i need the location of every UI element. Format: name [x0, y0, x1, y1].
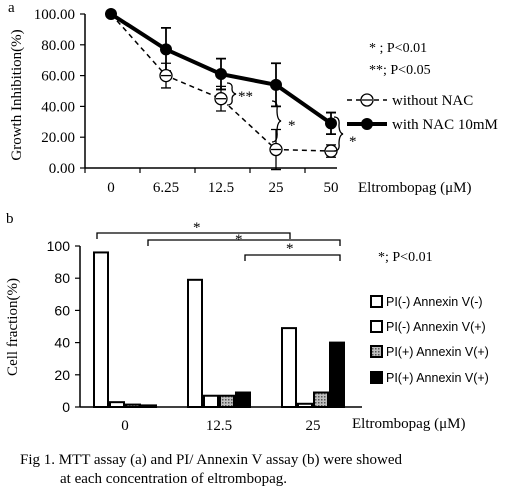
swatch-small-open [370, 320, 383, 333]
annotation-star-50: * [349, 134, 357, 150]
swatch-hatched [370, 345, 383, 358]
panel-b-y-tick-label: 20 [54, 367, 70, 383]
legend-item-pi-pos-annexin-pos-solid: PI(+) Annexin V(+) [370, 371, 489, 385]
panel-b-significance-brackets [96, 232, 341, 261]
bar-series-2-cat-0 [125, 403, 141, 408]
panel-a-y-tick-label: 40.00 [41, 99, 75, 115]
series-line-without-nac [110, 13, 332, 152]
panel-b-y-tick-label: 80 [54, 270, 70, 286]
legend-item-without-nac: without NAC [347, 93, 473, 109]
legend-item-pi-pos-annexin-pos-hatched: PI(+) Annexin V(+) [370, 345, 489, 359]
data-point-with-nac [325, 117, 337, 130]
panel-a-x-axis-label: Eltrombopag (μM) [358, 180, 471, 196]
bar-series-3-cat-2 [329, 341, 345, 409]
panel-b-legend: PI(-) Annexin V(-) PI(-) Annexin V(+) PI… [370, 295, 489, 385]
panel-a-y-tick-label: 20.00 [41, 130, 75, 146]
legend-label-pi-pos-annexin-pos-solid: PI(+) Annexin V(+) [386, 371, 489, 385]
panel-b-x-axis-label: Eltrombopag (μM) [352, 416, 465, 432]
panel-b-y-tick-label: 40 [54, 335, 70, 351]
caption-line-1: Fig 1. MTT assay (a) and PI/ Annexin V a… [20, 452, 403, 468]
panel-a-label: a [8, 0, 15, 16]
legend-label-pi-pos-annexin-pos-hatched: PI(+) Annexin V(+) [386, 345, 489, 359]
panel-b-x-tick-label: 0 [121, 418, 129, 434]
bar-series-1-cat-1 [203, 394, 219, 409]
data-point-with-nac [160, 43, 172, 56]
panel-a-line-chart: a Growth Inhibition(%) 0.00 20.00 40.00 60.… [8, 0, 498, 196]
bracket-0-vs-25-upper [96, 232, 291, 239]
panel-a-sig-legend-1: * ; P<0.01 [369, 41, 427, 56]
legend-label-pi-neg-annexin-pos: PI(-) Annexin V(+) [386, 320, 486, 334]
data-point-with-nac [105, 8, 117, 20]
panel-a-y-tick-label: 0.00 [49, 161, 75, 177]
bar-series-2-cat-1 [219, 394, 235, 409]
panel-a-x-tick-label: 0 [107, 180, 115, 196]
bar-series-2-cat-2 [313, 391, 329, 409]
bar-series-1-cat-0 [109, 401, 125, 409]
swatch-solid [370, 371, 383, 384]
panel-a-y-tick-label: 60.00 [41, 69, 75, 85]
bracket-12-5 [226, 82, 237, 106]
bar-series-1-cat-2 [297, 402, 313, 408]
annotation-double-star: ** [238, 89, 253, 105]
panel-b-y-tick-label: 100 [47, 238, 71, 254]
bar-series-0-cat-0 [93, 251, 109, 408]
panel-a-y-axis-label: Growth Inhibition(%) [9, 29, 25, 160]
panel-a-x-tick-label: 12.5 [208, 180, 234, 196]
data-point-with-nac [215, 68, 227, 81]
panel-b-y-tick-label: 0 [62, 399, 70, 415]
annotation-star-25: * [288, 118, 296, 134]
legend-label-with-nac: with NAC 10mM [392, 117, 498, 133]
bracket-25 [271, 100, 282, 143]
bracket-50 [333, 116, 344, 152]
bar-series-3-cat-1 [235, 391, 251, 409]
legend-label-pi-neg-annexin-neg: PI(-) Annexin V(-) [386, 295, 483, 309]
legend-item-pi-neg-annexin-pos: PI(-) Annexin V(+) [370, 320, 486, 334]
panel-b-annotation-star-1: * [193, 220, 201, 236]
legend-item-pi-neg-annexin-neg: PI(-) Annexin V(-) [370, 295, 483, 309]
panel-a-legend: without NAC with NAC 10mM [347, 93, 498, 133]
figure-caption: Fig 1. MTT assay (a) and PI/ Annexin V a… [20, 451, 510, 489]
panel-a-x-tick-label: 25 [269, 180, 284, 196]
legend-item-with-nac: with NAC 10mM [347, 117, 498, 133]
panel-a-sig-legend-2: **; P<0.05 [369, 63, 431, 78]
panel-a-y-tick-label: 80.00 [41, 38, 75, 54]
panel-b-annotation-star-2: * [235, 232, 243, 248]
data-point-with-nac [270, 78, 282, 91]
legend-label-without-nac: without NAC [392, 93, 473, 109]
panel-b-annotation-star-3: * [286, 241, 294, 257]
panel-b-x-tick-label: 12.5 [206, 418, 232, 434]
panel-b-sig-legend: *; P<0.01 [378, 250, 433, 265]
bar-series-0-cat-1 [187, 278, 203, 408]
caption-line-2: at each concentration of eltrombopag. [60, 471, 287, 487]
panel-a-x-tick-label: 6.25 [153, 180, 179, 196]
panel-b-label: b [6, 211, 14, 227]
panel-a-y-tick-label: 100.00 [34, 7, 75, 23]
panel-b-x-tick-label: 25 [306, 418, 321, 434]
panel-b-y-axis-label: Cell fraction(%) [5, 278, 21, 376]
bar-series-0-cat-2 [281, 327, 297, 408]
panel-a-significance-brackets: ** * * [226, 82, 357, 152]
swatch-open [370, 295, 383, 308]
filled-circle-marker [361, 118, 373, 130]
bracket-12-5-vs-25 [244, 254, 341, 261]
panel-a-x-tick-label: 50 [324, 180, 339, 196]
bar-series-3-cat-0 [141, 404, 157, 409]
panel-b-y-tick-label: 60 [54, 302, 70, 318]
bracket-0-vs-25-lower [147, 239, 341, 246]
